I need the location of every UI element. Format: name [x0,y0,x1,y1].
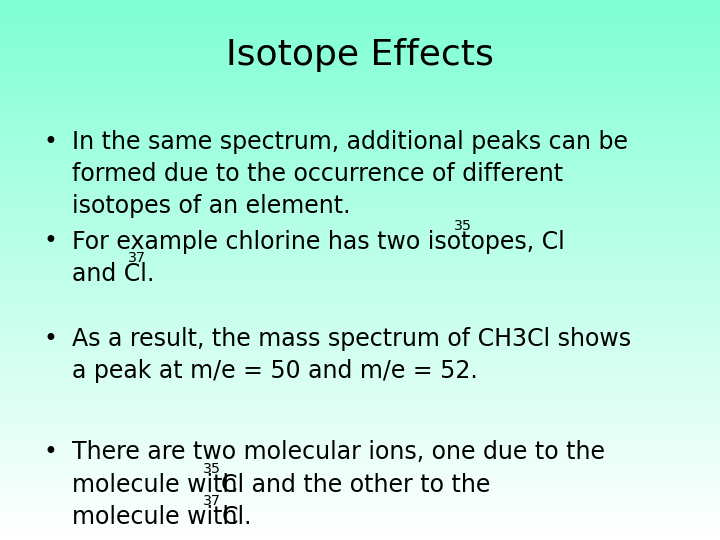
Text: 35: 35 [202,462,220,476]
Text: molecule with: molecule with [72,472,245,496]
Text: •: • [43,327,57,350]
Text: a peak at m/e = 50 and m/e = 52.: a peak at m/e = 50 and m/e = 52. [72,359,478,383]
Text: and Cl: and Cl [72,262,147,286]
Text: For example chlorine has two isotopes, Cl: For example chlorine has two isotopes, C… [72,230,564,253]
Text: There are two molecular ions, one due to the: There are two molecular ions, one due to… [72,440,605,464]
Text: isotopes of an element.: isotopes of an element. [72,194,351,218]
Text: As a result, the mass spectrum of CH3Cl shows: As a result, the mass spectrum of CH3Cl … [72,327,631,350]
Text: •: • [43,440,57,464]
Text: formed due to the occurrence of different: formed due to the occurrence of differen… [72,162,563,186]
Text: Cl.: Cl. [221,505,252,529]
Text: 37: 37 [128,251,146,265]
Text: Cl and the other to the: Cl and the other to the [221,472,490,496]
Text: Isotope Effects: Isotope Effects [226,38,494,72]
Text: molecule with: molecule with [72,505,245,529]
Text: .: . [147,262,154,286]
Text: •: • [43,130,57,153]
Text: •: • [43,230,57,253]
Text: 35: 35 [454,219,472,233]
Text: 37: 37 [202,494,220,508]
Text: In the same spectrum, additional peaks can be: In the same spectrum, additional peaks c… [72,130,628,153]
